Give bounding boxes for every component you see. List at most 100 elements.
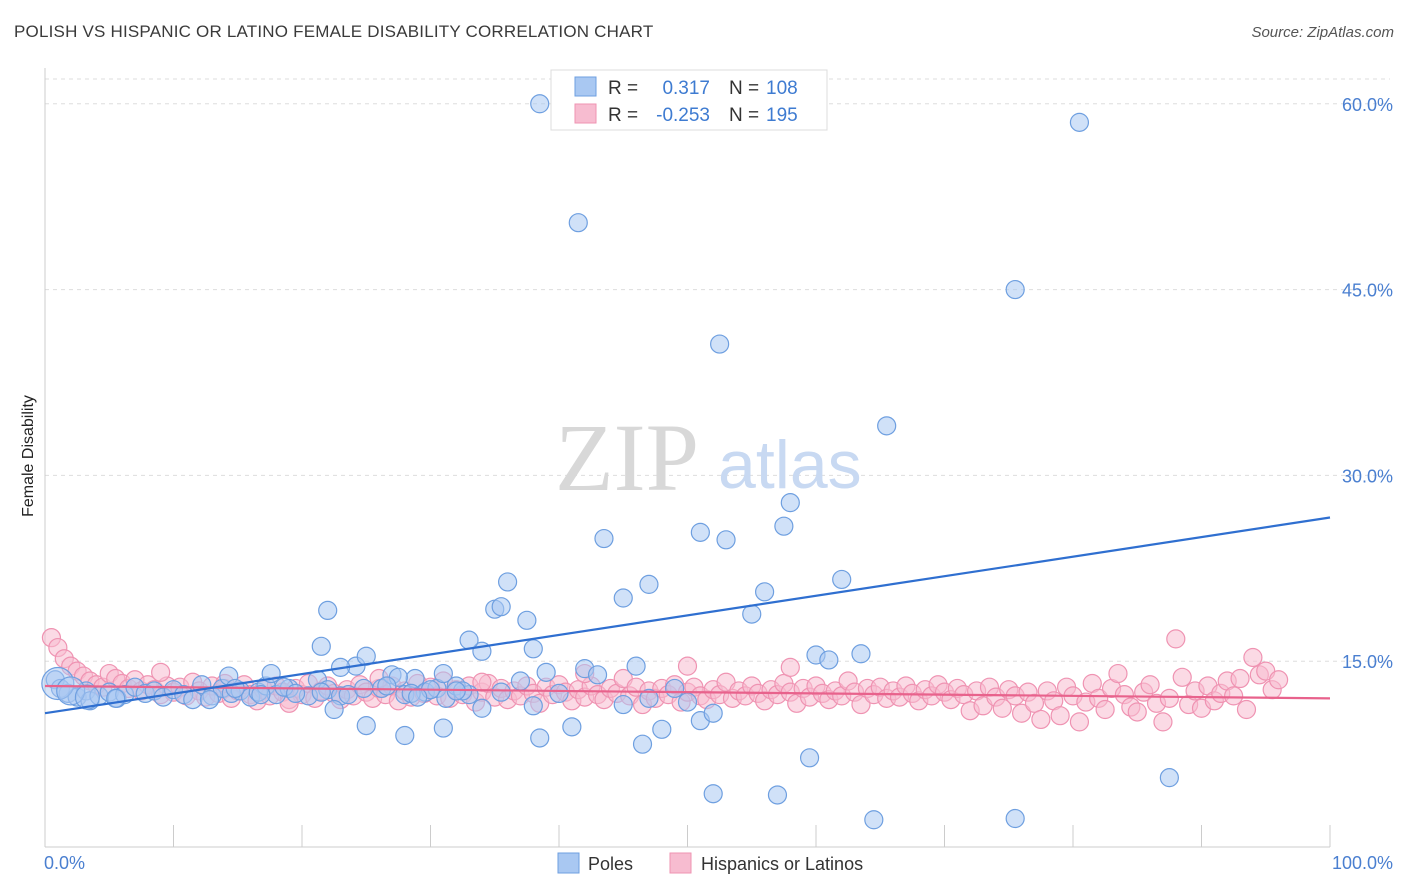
hispanics-point (1153, 712, 1173, 732)
poles-point (562, 717, 582, 737)
trend-lines (44, 516, 1331, 715)
legend-r-value-poles: 0.317 (662, 78, 710, 99)
watermark-zip: ZIP (555, 404, 699, 511)
poles-point (613, 588, 633, 608)
poles-point (716, 530, 736, 550)
grid-lines (45, 78, 1390, 662)
legend-n-label-hispanics: N = (729, 105, 759, 126)
hispanics-point (1224, 686, 1244, 706)
hispanics-point (992, 698, 1012, 718)
hispanics-point (1127, 702, 1147, 722)
y-axis-label: Female Disability (20, 395, 37, 517)
poles-point (523, 696, 543, 716)
poles-point (1159, 768, 1179, 788)
poles-point (594, 528, 614, 549)
poles-point (530, 728, 550, 748)
poles-point (377, 676, 397, 696)
hispanics-point (1236, 699, 1257, 720)
hispanics-point (1069, 712, 1090, 732)
source-label: Source: ZipAtlas.com (1251, 24, 1394, 41)
hispanics-point (780, 657, 800, 677)
poles-point (819, 650, 839, 670)
poles-point (742, 604, 762, 624)
axes (44, 68, 1331, 848)
legend-n-label-poles: N = (729, 78, 759, 99)
y-tick-label: 30.0% (1342, 466, 1393, 486)
poles-point (703, 784, 723, 804)
poles-point (626, 656, 646, 676)
poles-point (677, 692, 698, 712)
poles-point-large (74, 684, 101, 710)
poles-point (324, 699, 344, 720)
poles-point (1005, 808, 1025, 829)
hispanics-point (1050, 706, 1070, 726)
poles-point (285, 683, 306, 704)
legend-r-value-hispanics: -0.253 (656, 105, 710, 126)
poles-point (1069, 112, 1090, 132)
poles-point (491, 597, 511, 617)
stats-legend: R = 0.317 N = 108 R = -0.253 N = 195 (550, 69, 828, 131)
poles-point (877, 416, 897, 436)
poles-point (832, 569, 852, 590)
poles-point (433, 718, 453, 738)
poles-point (106, 688, 126, 708)
legend-marker-hispanics (669, 852, 692, 874)
poles-point (408, 687, 428, 707)
poles-point (523, 639, 543, 659)
poles-point (568, 213, 588, 233)
poles-point (754, 582, 775, 602)
hispanics-point (1172, 667, 1192, 687)
y-tick-label: 15.0% (1342, 652, 1393, 672)
poles-point (799, 748, 820, 768)
legend-n-value-poles: 108 (766, 78, 798, 99)
poles-point (864, 810, 884, 830)
poles-point (530, 94, 550, 114)
legend-n-value-hispanics: 195 (766, 105, 798, 126)
poles-point (472, 698, 492, 718)
poles-point (780, 493, 800, 513)
poles-point (774, 516, 794, 536)
poles-point (549, 683, 569, 704)
poles-point (498, 572, 518, 592)
x-tick-label-max: 100.0% (1332, 853, 1393, 873)
poles-point (587, 665, 608, 685)
poles-point (311, 682, 331, 702)
poles-point (491, 682, 511, 702)
poles-point (318, 600, 338, 621)
poles-point (639, 574, 659, 594)
poles-point (459, 630, 479, 650)
hispanics-point (1166, 629, 1186, 649)
hispanics-point (677, 656, 698, 676)
legend-label-poles: Poles (588, 854, 633, 874)
hispanics-point (1011, 703, 1032, 723)
poles-point (517, 610, 537, 630)
y-tick-labels: 15.0% 30.0% 45.0% 60.0% (1342, 95, 1393, 672)
legend-swatch-hispanics (574, 103, 597, 124)
poles-point (652, 719, 672, 739)
poles-point (665, 678, 685, 699)
y-tick-label: 60.0% (1342, 95, 1393, 115)
hispanics-point (151, 662, 171, 682)
poles-point (703, 703, 723, 723)
poles-point (690, 522, 710, 542)
x-tick-label-min: 0.0% (44, 853, 85, 873)
poles-trend-line (44, 516, 1331, 715)
legend-label-hispanics: Hispanics or Latinos (701, 854, 863, 874)
legend-r-label-poles: R = (608, 78, 638, 99)
legend-swatch-poles (574, 76, 597, 97)
poles-point (767, 785, 788, 805)
poles-point (710, 334, 730, 354)
hispanics-point (1243, 647, 1263, 668)
poles-point (851, 644, 871, 664)
hispanics-point (1140, 675, 1160, 695)
poles-point (356, 716, 376, 736)
poles-point (510, 671, 531, 691)
poles-point (199, 689, 220, 710)
series-legend: Poles Hispanics or Latinos (557, 852, 863, 874)
poles-point (639, 688, 659, 708)
poles-point (536, 662, 556, 682)
hispanics-point (1031, 709, 1051, 730)
series-poles-points (41, 94, 1179, 830)
hispanics-point (1095, 699, 1115, 720)
